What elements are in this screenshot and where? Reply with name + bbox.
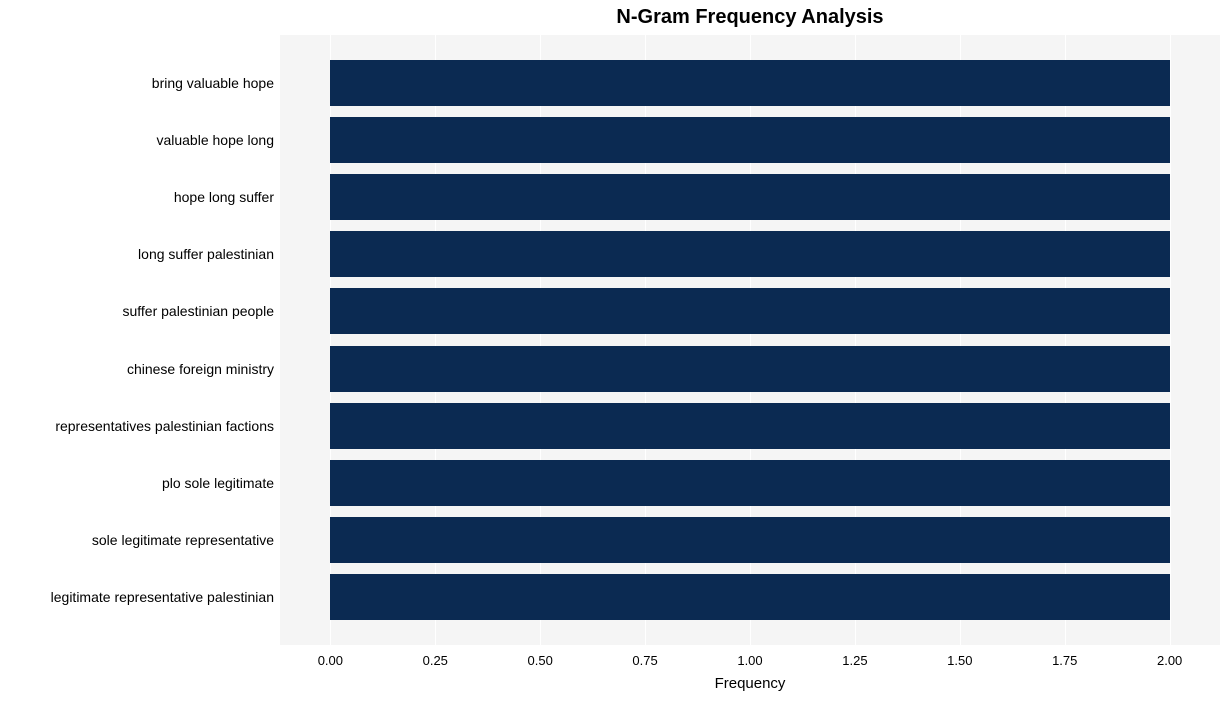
y-tick-label: plo sole legitimate (162, 475, 274, 491)
x-tick-label: 1.50 (947, 653, 972, 668)
x-tick-label: 0.50 (528, 653, 553, 668)
bar (330, 403, 1169, 449)
bar (330, 517, 1169, 563)
x-tick-label: 2.00 (1157, 653, 1182, 668)
y-tick-label: valuable hope long (156, 132, 274, 148)
y-tick-label: legitimate representative palestinian (51, 589, 274, 605)
x-tick-label: 1.25 (842, 653, 867, 668)
y-tick-label: bring valuable hope (152, 75, 274, 91)
y-tick-label: hope long suffer (174, 189, 274, 205)
bar (330, 346, 1169, 392)
ngram-chart: N-Gram Frequency Analysis bring valuable… (0, 0, 1220, 701)
x-tick-label: 1.75 (1052, 653, 1077, 668)
grid-line (1170, 35, 1171, 645)
x-tick-label: 0.75 (632, 653, 657, 668)
x-tick-label: 0.25 (423, 653, 448, 668)
bar (330, 60, 1169, 106)
y-tick-label: representatives palestinian factions (55, 418, 274, 434)
chart-title: N-Gram Frequency Analysis (280, 6, 1220, 29)
x-axis-label: Frequency (280, 675, 1220, 692)
bar (330, 288, 1169, 334)
x-tick-label: 1.00 (737, 653, 762, 668)
x-tick-label: 0.00 (318, 653, 343, 668)
bar (330, 574, 1169, 620)
y-tick-label: chinese foreign ministry (127, 361, 274, 377)
y-tick-label: suffer palestinian people (122, 303, 274, 319)
bar (330, 460, 1169, 506)
bar (330, 231, 1169, 277)
x-axis-ticks: 0.00 0.25 0.50 0.75 1.00 1.25 1.50 1.75 2.00 (280, 653, 1220, 673)
bar (330, 117, 1169, 163)
y-tick-label: long suffer palestinian (138, 246, 274, 262)
bar (330, 174, 1169, 220)
plot-area (280, 35, 1220, 645)
y-tick-label: sole legitimate representative (92, 532, 274, 548)
